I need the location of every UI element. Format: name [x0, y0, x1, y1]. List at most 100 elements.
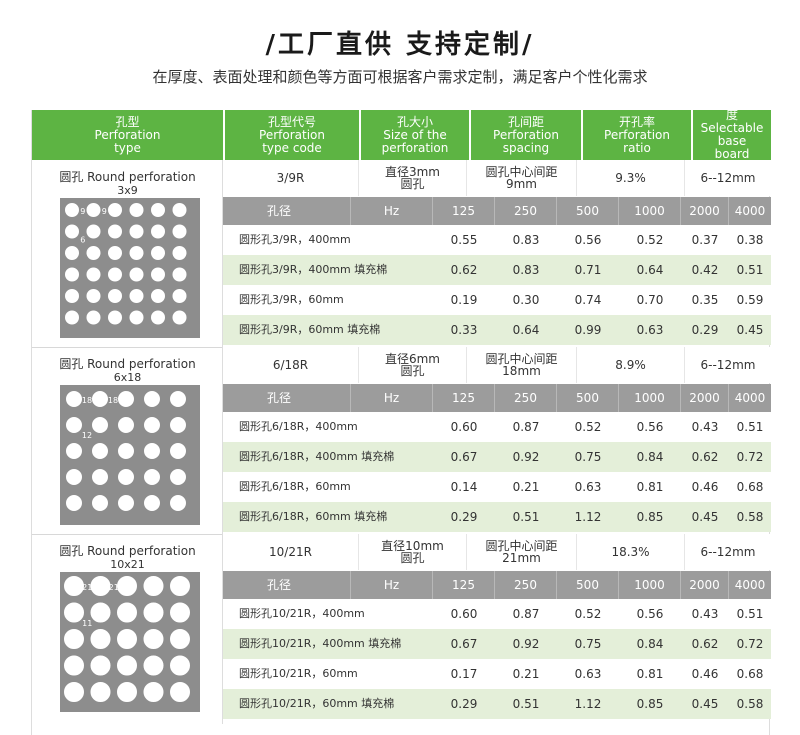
- info-text: 直径3mm: [384, 165, 440, 179]
- perforated-plate-diagram: 21 21 10 11: [60, 572, 200, 712]
- absorption-value: 0.71: [574, 263, 602, 277]
- absorption-row: 圆形孔10/21R，60mm 填充棉 0.29 0.51 1.12 0.85 0.45 0.…: [223, 689, 771, 719]
- column-header: 孔型 Perforation type: [32, 110, 223, 160]
- perforation-hole: [118, 417, 134, 433]
- perforation-hole: [92, 443, 108, 459]
- perforation-hole: [151, 224, 165, 239]
- column-header-line: 孔大小: [396, 114, 433, 129]
- perforation-hole: [170, 495, 186, 511]
- absorption-value: 0.75: [574, 450, 602, 464]
- column-header-line: spacing: [502, 140, 550, 155]
- info-text: 圆孔: [400, 177, 425, 191]
- absorption-value: 0.67: [450, 637, 478, 651]
- perforation-hole: [108, 267, 122, 282]
- frequency-header-cell: 2000: [681, 571, 729, 599]
- absorption-value: 0.58: [736, 697, 764, 711]
- perforation-hole: [66, 443, 82, 459]
- info-text: 直径10mm: [381, 539, 444, 553]
- perforation-hole: [108, 246, 122, 260]
- frequency-header-row: 孔径 Hz 125 250 500 1000 2000 4000: [223, 571, 771, 599]
- perforation-hole: [92, 391, 108, 407]
- perforation-hole: [151, 267, 165, 282]
- perforation-hole: [64, 576, 84, 596]
- perforation-hole: [90, 682, 111, 702]
- perforation-hole: [108, 310, 122, 325]
- perforated-plate-diagram: 18 18 6 12: [60, 385, 200, 525]
- absorption-value: 0.35: [691, 293, 719, 307]
- perforation-hole: [172, 224, 187, 239]
- info-text: 10/21R: [269, 545, 312, 559]
- perforation-hole: [151, 203, 165, 217]
- perforation-hole: [90, 602, 111, 623]
- frequency-header-cell: 孔径: [223, 384, 351, 412]
- open-ratio-cell: 9.3%: [577, 160, 685, 196]
- frequency-header-cell: Hz: [351, 571, 433, 599]
- perforation-hole: [64, 655, 84, 676]
- perforation-type-label: 圆孔 Round perforation: [59, 357, 196, 371]
- frequency-header-cell: 2000: [681, 197, 729, 225]
- column-header-line: 孔间距: [507, 114, 544, 129]
- column-header-line: type: [114, 140, 141, 155]
- perforation-hole: [86, 203, 101, 217]
- absorption-value: 0.45: [691, 697, 719, 711]
- column-header-line: ratio: [623, 140, 651, 155]
- absorption-row: 圆形孔3/9R，400mm 填充棉 0.62 0.83 0.71 0.64 0.42 0.5…: [223, 255, 771, 285]
- perforation-hole: [118, 443, 134, 459]
- perforation-hole: [92, 469, 108, 485]
- perforation-hole: [170, 391, 186, 407]
- perforation-hole: [170, 417, 186, 433]
- info-text: 直径6mm: [384, 352, 440, 366]
- perforation-hole: [143, 655, 164, 676]
- absorption-value: 0.63: [636, 323, 664, 337]
- frequency-header-cell: 500: [557, 197, 619, 225]
- frequency-header-cell: Hz: [351, 384, 433, 412]
- absorption-value: 0.33: [450, 323, 478, 337]
- info-text: 圆孔中心间距: [485, 352, 558, 366]
- perforation-hole: [66, 391, 82, 407]
- absorption-value: 0.43: [691, 607, 719, 621]
- absorption-row-name: 圆形孔6/18R，60mm 填充棉: [239, 510, 388, 523]
- perforation-hole: [64, 682, 84, 702]
- absorption-row: 圆形孔6/18R，400mm 0.60 0.87 0.52 0.56 0.43 0.51: [223, 412, 771, 442]
- absorption-value: 0.59: [736, 293, 764, 307]
- absorption-row-name: 圆形孔6/18R，400mm 填充棉: [239, 450, 395, 463]
- absorption-value: 0.17: [450, 667, 478, 681]
- perforation-hole: [172, 289, 187, 303]
- absorption-row: 圆形孔10/21R，60mm 0.17 0.21 0.63 0.81 0.46 0.68: [223, 659, 771, 689]
- perforation-hole: [86, 224, 101, 239]
- frequency-header-cell: 1000: [619, 197, 681, 225]
- frequency-header-cell: 250: [495, 197, 557, 225]
- perforation-hole: [65, 246, 79, 260]
- absorption-value: 0.87: [512, 420, 540, 434]
- absorption-value: 0.85: [636, 510, 664, 524]
- absorption-value: 0.58: [736, 510, 764, 524]
- perforation-hole: [144, 443, 160, 459]
- perforation-hole: [144, 417, 160, 433]
- perforation-hole: [129, 310, 144, 325]
- perforation-hole: [117, 629, 137, 649]
- frequency-header-cell: 125: [433, 384, 495, 412]
- plate-code-label: 3x9: [117, 184, 138, 197]
- perforation-hole: [129, 289, 144, 303]
- column-header: 孔型代号 Perforation type code: [225, 110, 359, 160]
- plate-code-label: 10x21: [110, 558, 145, 571]
- info-text: 18mm: [502, 364, 541, 378]
- absorption-value: 0.62: [691, 450, 719, 464]
- absorption-value: 0.81: [636, 480, 664, 494]
- perforation-hole: [108, 203, 122, 217]
- perforation-hole: [90, 655, 111, 676]
- perforation-hole: [144, 391, 160, 407]
- absorption-value: 0.30: [512, 293, 540, 307]
- absorption-value: 0.99: [574, 323, 602, 337]
- column-header-line: Perforation: [493, 127, 559, 142]
- thickness-cell: 6--12mm: [685, 534, 771, 570]
- info-text: 3/9R: [276, 171, 305, 185]
- perforation-hole: [172, 310, 187, 325]
- absorption-value: 0.75: [574, 637, 602, 651]
- perforation-hole: [92, 417, 108, 433]
- perforation-hole: [66, 495, 82, 511]
- column-header-line: 孔型: [115, 114, 140, 129]
- column-header: 孔大小 Size of the perforation: [361, 110, 469, 160]
- frequency-header-cell: 250: [495, 384, 557, 412]
- perforation-hole: [86, 310, 101, 325]
